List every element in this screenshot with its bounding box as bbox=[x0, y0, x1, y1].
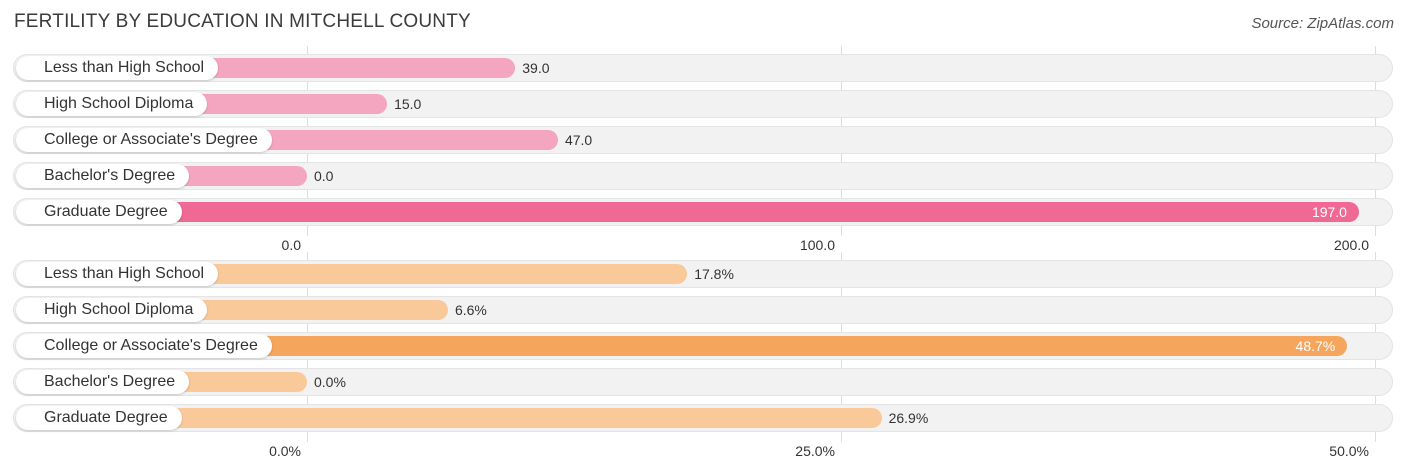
tick-label: 0.0 bbox=[281, 237, 301, 253]
category-label: Bachelor's Degree bbox=[16, 370, 190, 394]
category-label: Graduate Degree bbox=[16, 406, 182, 430]
bar bbox=[18, 408, 882, 428]
value-label: 26.9% bbox=[888, 410, 929, 426]
tick-label: 100.0 bbox=[799, 237, 835, 253]
source-note: Source: ZipAtlas.com bbox=[1251, 15, 1394, 32]
value-label: 48.7% bbox=[1295, 338, 1336, 354]
category-label: Less than High School bbox=[16, 262, 219, 286]
value-label: 6.6% bbox=[454, 302, 487, 318]
category-label: College or Associate's Degree bbox=[16, 128, 272, 152]
bar bbox=[18, 202, 1359, 222]
tick-label: 50.0% bbox=[1329, 443, 1369, 459]
bar bbox=[18, 336, 1348, 356]
value-label: 0.0% bbox=[314, 374, 346, 390]
category-label: High School Diploma bbox=[16, 298, 208, 322]
category-label: Bachelor's Degree bbox=[16, 164, 190, 188]
tick-label: 0.0% bbox=[269, 443, 301, 459]
category-label: Graduate Degree bbox=[16, 200, 182, 224]
category-label: College or Associate's Degree bbox=[16, 334, 272, 358]
value-label: 47.0 bbox=[564, 132, 593, 148]
value-label: 17.8% bbox=[694, 266, 734, 282]
value-label: 15.0 bbox=[394, 96, 422, 112]
value-label: 197.0 bbox=[1311, 204, 1347, 220]
category-label: Less than High School bbox=[16, 56, 219, 80]
tick-label: 25.0% bbox=[795, 443, 835, 459]
value-label: 39.0 bbox=[522, 60, 550, 76]
chart-title: FERTILITY BY EDUCATION IN MITCHELL COUNT… bbox=[14, 11, 471, 32]
value-label: 0.0 bbox=[314, 168, 334, 184]
tick-label: 200.0 bbox=[1333, 237, 1369, 253]
category-label: High School Diploma bbox=[16, 92, 208, 116]
